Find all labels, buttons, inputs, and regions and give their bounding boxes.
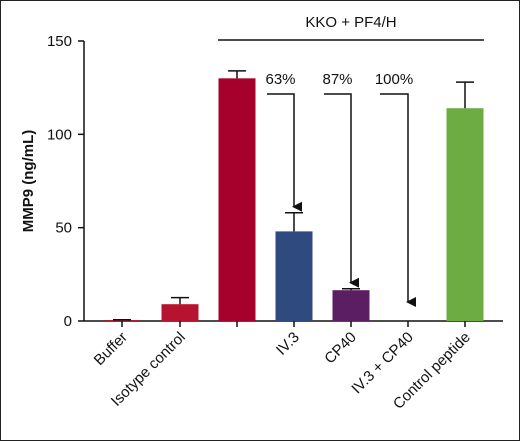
bar bbox=[218, 78, 256, 321]
annotations: 63% 87% 100% bbox=[265, 71, 416, 307]
inhibition-arrow bbox=[267, 93, 302, 212]
inhibition-arrow bbox=[380, 93, 416, 307]
category-label: IV.3 bbox=[273, 329, 303, 359]
category-label: Buffer bbox=[91, 329, 131, 369]
category-label: CP40 bbox=[321, 329, 360, 368]
bars bbox=[103, 78, 484, 322]
bar bbox=[161, 304, 199, 321]
y-tick-label: 50 bbox=[55, 220, 72, 237]
y-axis-label: MMP9 (ng/mL) bbox=[20, 130, 37, 233]
error-bars bbox=[113, 70, 474, 321]
group-label: KKO + PF4/H bbox=[305, 14, 396, 31]
y-tick-label: 0 bbox=[64, 313, 72, 330]
bar bbox=[275, 231, 313, 321]
y-tick-label: 150 bbox=[47, 33, 72, 50]
y-ticks: 0 50 100 150 bbox=[47, 33, 84, 330]
y-tick-label: 100 bbox=[47, 126, 72, 143]
bar bbox=[103, 320, 141, 322]
inhibition-label: 87% bbox=[322, 71, 352, 88]
bar bbox=[332, 290, 370, 321]
bar bbox=[446, 108, 484, 321]
inhibition-label: 100% bbox=[375, 71, 413, 88]
group-bracket: KKO + PF4/H bbox=[218, 14, 484, 41]
inhibition-arrow bbox=[324, 93, 359, 288]
inhibition-label: 63% bbox=[265, 71, 295, 88]
